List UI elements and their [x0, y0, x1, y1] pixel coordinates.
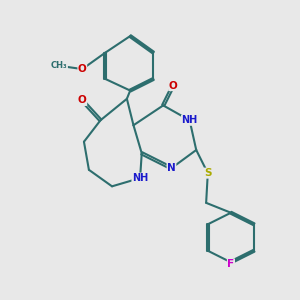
Text: NH: NH — [132, 173, 148, 183]
Text: O: O — [78, 95, 87, 106]
Text: F: F — [227, 259, 235, 269]
Text: S: S — [204, 168, 212, 178]
Text: NH: NH — [182, 115, 198, 125]
Text: N: N — [167, 163, 176, 173]
Text: O: O — [169, 81, 178, 91]
Text: CH₃: CH₃ — [51, 61, 68, 70]
Text: O: O — [78, 64, 87, 74]
